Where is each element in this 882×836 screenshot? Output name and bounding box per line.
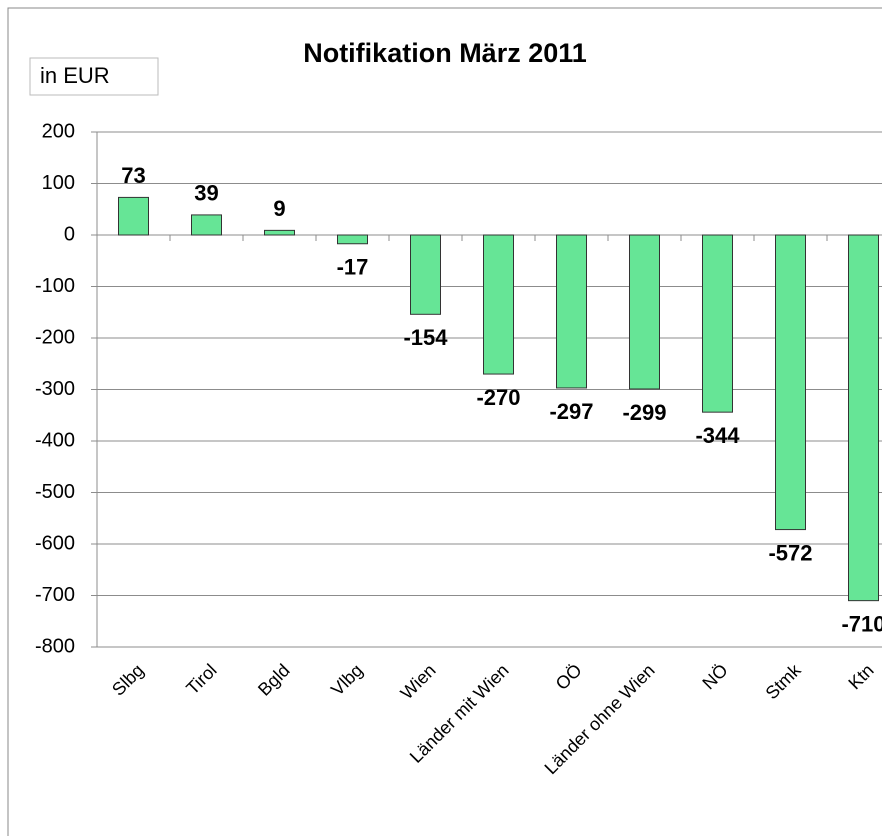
- data-label: 39: [194, 181, 218, 206]
- y-tick-label: -800: [35, 635, 75, 657]
- x-tick-label: Ktn: [844, 660, 877, 693]
- y-tick-label: 200: [42, 120, 75, 142]
- data-label: -710: [841, 611, 882, 636]
- bar: [483, 234, 514, 375]
- y-tick-label: -700: [35, 584, 75, 606]
- unit-label: in EUR: [40, 63, 110, 88]
- chart-frame: [7, 7, 882, 836]
- unit-box: [29, 57, 159, 96]
- y-tick-label: -400: [35, 429, 75, 451]
- bar: [191, 214, 222, 236]
- bar: [264, 229, 295, 236]
- bar: [410, 234, 441, 315]
- data-label: 73: [121, 163, 145, 188]
- data-label: -297: [549, 399, 593, 424]
- data-label: -344: [695, 423, 740, 448]
- y-tick-label: -300: [35, 378, 75, 400]
- data-label: 9: [273, 196, 285, 221]
- y-tick-label: -500: [35, 481, 75, 503]
- data-label: -17: [337, 255, 369, 280]
- y-tick-label: 100: [42, 172, 75, 194]
- x-tick-label: Stmk: [762, 659, 806, 703]
- chart-title: Notifikation März 2011: [303, 38, 587, 68]
- bar: [775, 234, 806, 531]
- bar: [848, 234, 879, 602]
- bar: [702, 234, 733, 413]
- bar: [629, 234, 660, 390]
- data-label: -154: [403, 325, 448, 350]
- x-tick-label: Wien: [397, 660, 440, 703]
- bar: [337, 234, 368, 245]
- x-tick-label: Bgld: [254, 660, 294, 700]
- bar: [118, 196, 149, 236]
- bar: [556, 234, 587, 389]
- x-tick-label: Slbg: [108, 660, 148, 700]
- x-tick-label: Tirol: [182, 660, 220, 698]
- y-tick-label: -100: [35, 275, 75, 297]
- y-tick-label: 0: [64, 223, 75, 245]
- data-label: -270: [476, 385, 520, 410]
- x-tick-label: Vlbg: [327, 660, 367, 700]
- data-label: -299: [622, 400, 666, 425]
- y-tick-label: -200: [35, 326, 75, 348]
- x-tick-label: OÖ: [552, 660, 586, 694]
- data-label: -572: [768, 540, 812, 565]
- x-tick-label: NÖ: [698, 660, 731, 693]
- y-tick-label: -600: [35, 532, 75, 554]
